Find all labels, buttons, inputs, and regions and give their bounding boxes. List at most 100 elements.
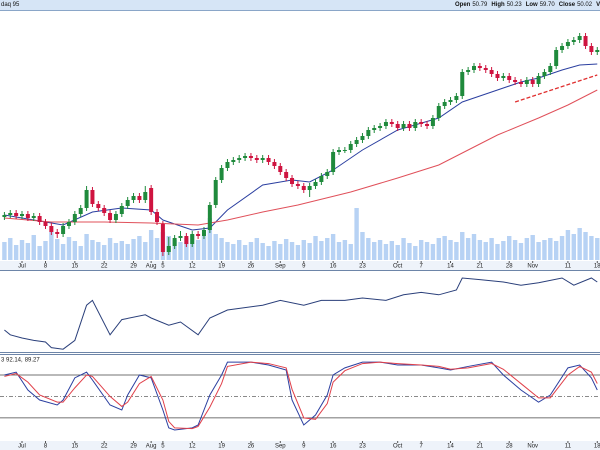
- x-tick-label: Aug: [146, 444, 157, 450]
- candle-body: [407, 124, 412, 128]
- candle-body: [419, 122, 424, 124]
- candle-body: [466, 70, 471, 72]
- candle-body: [589, 46, 594, 52]
- volume-bar: [90, 240, 95, 260]
- candle-body: [524, 80, 529, 84]
- x-tick-label: 7: [419, 264, 423, 270]
- volume-bar: [454, 242, 459, 260]
- volume-bar: [495, 244, 500, 260]
- moving-average: [4, 63, 598, 231]
- volume-bar: [571, 234, 576, 260]
- plot-layer: Jul Jul 8 8 15 15 22 22 29 29 Aug Aug 5 5 12 12 19 19 26 26…: [0, 33, 600, 450]
- volume-bar: [201, 236, 207, 260]
- volume-bar: [101, 245, 107, 260]
- candle-body: [319, 176, 324, 182]
- volume-bar: [583, 232, 588, 260]
- volume-bar: [325, 238, 330, 260]
- candle-body: [43, 222, 48, 226]
- x-tick-label: Nov: [527, 264, 538, 270]
- volume-bar: [460, 232, 465, 260]
- volume-bar: [143, 242, 148, 260]
- volume-bar: [313, 236, 318, 260]
- x-tick-label: 19: [218, 264, 225, 270]
- candle-body: [137, 196, 142, 200]
- candle-body: [425, 124, 430, 126]
- volume-bar: [125, 244, 130, 260]
- volume-bar: [483, 242, 488, 260]
- candle-body: [160, 224, 165, 252]
- candle-body: [84, 190, 89, 208]
- volume-bar: [436, 238, 441, 260]
- symbol: daq 95: [1, 2, 20, 8]
- candle-body: [313, 182, 318, 186]
- candle-body: [583, 36, 588, 46]
- x-tick-label: 22: [101, 264, 108, 270]
- volume-bar: [207, 218, 213, 260]
- volume-bar: [512, 240, 518, 260]
- x-tick-label: 26: [248, 444, 255, 450]
- x-tick-label: Jul: [18, 264, 26, 270]
- volume-bar: [319, 241, 324, 260]
- volume-bar: [383, 244, 389, 260]
- x-tick-label: 18: [594, 444, 600, 450]
- candle-body: [430, 118, 435, 126]
- volume-bar: [231, 244, 236, 260]
- volume-bar: [542, 240, 547, 260]
- volume-bar: [413, 246, 418, 260]
- candle-body: [61, 226, 66, 234]
- x-tick-label: Oct: [393, 444, 403, 450]
- readout-item: Open 50.79: [455, 2, 489, 8]
- stochastic-line: [4, 361, 598, 431]
- candle-body: [383, 122, 388, 126]
- candle-body: [348, 144, 353, 150]
- candle-body: [536, 76, 541, 84]
- candle-body: [518, 82, 523, 84]
- x-tick-label: 16: [330, 444, 337, 450]
- readout-value: 50.23: [506, 2, 522, 8]
- stochastic-label: 3 92.14,: [1, 358, 23, 364]
- candle-body: [548, 66, 553, 72]
- candle-body: [372, 128, 377, 130]
- candle-body: [477, 66, 482, 68]
- volume-bar: [131, 239, 136, 260]
- candle-body: [166, 246, 171, 252]
- volume-bar: [8, 238, 13, 260]
- volume-bar: [477, 240, 483, 260]
- trendline: [514, 74, 598, 103]
- volume-bar: [448, 240, 453, 260]
- x-tick-label: 8: [44, 444, 48, 450]
- candle-body: [565, 42, 570, 46]
- candle-body: [207, 205, 212, 230]
- volume-bar: [2, 242, 7, 260]
- volume-bar: [354, 208, 359, 260]
- volume-bar: [190, 235, 195, 260]
- readout-item: High 50.23: [491, 2, 523, 8]
- candle-body: [31, 216, 36, 218]
- candle-body: [331, 152, 336, 172]
- volume-bar: [213, 234, 218, 260]
- volume-bar: [372, 242, 377, 260]
- volume-bar: [178, 242, 183, 260]
- volume-bar: [137, 236, 142, 260]
- volume-bar: [254, 238, 260, 260]
- volume-bar: [154, 238, 160, 260]
- stochastic-line: [4, 361, 598, 430]
- candle-body: [20, 214, 25, 216]
- volume-bar: [536, 242, 541, 260]
- readout-item: Close 50.02: [559, 2, 594, 8]
- volume-bar: [283, 239, 289, 260]
- candle-body: [442, 102, 447, 106]
- volume-bar: [501, 241, 506, 260]
- x-tick-label: 8: [44, 264, 48, 270]
- candle-body: [560, 46, 565, 50]
- volume-bar: [530, 235, 535, 260]
- volume-bar: [348, 244, 353, 260]
- volume-bar: [471, 234, 477, 260]
- volume-bar: [107, 238, 113, 260]
- candle-body: [8, 213, 13, 215]
- candle-body: [389, 122, 394, 124]
- candle-body: [90, 190, 95, 204]
- candle-body: [213, 180, 218, 205]
- readout-label: Volume: [596, 2, 600, 8]
